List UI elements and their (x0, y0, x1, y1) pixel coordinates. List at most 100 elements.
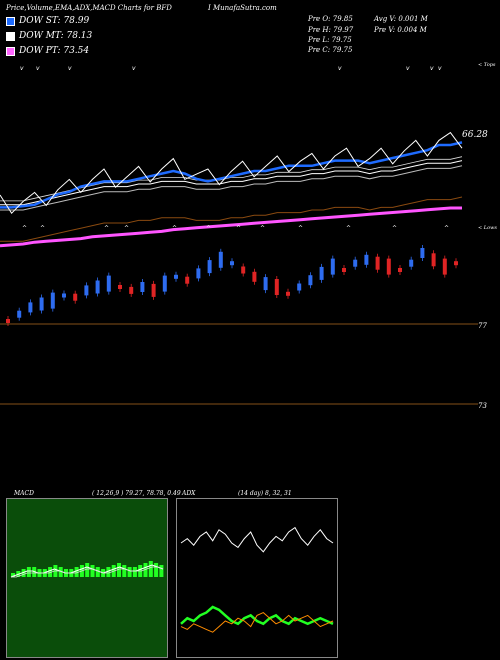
macd-hist-bar (127, 567, 132, 577)
candle-body (398, 268, 402, 272)
macd-chart (10, 561, 164, 578)
macd-hist-bar (106, 567, 111, 577)
macd-line (10, 564, 164, 578)
macd-panel (6, 498, 168, 658)
level-a-label: 77 (478, 322, 487, 330)
top-marker: v (430, 65, 434, 72)
candle-body (342, 268, 346, 272)
legend-mt-swatch (6, 31, 15, 41)
candle-body (207, 260, 212, 274)
candle-body (151, 283, 156, 297)
avg-volume: Avg V: 0.001 M (374, 15, 428, 23)
candle-body (308, 275, 313, 286)
tops-tag: < Tops (478, 62, 496, 68)
low-marker: ^ (392, 225, 397, 232)
macd-hist-bar (159, 565, 164, 577)
low-marker: ^ (22, 225, 27, 232)
legend-mt-label: DOW MT: 78.13 (19, 31, 93, 41)
level-b-label: 73 (478, 402, 487, 410)
candle-body (28, 302, 33, 313)
candle-body (252, 271, 257, 282)
macd-hist-bar (85, 563, 90, 577)
adx-line (180, 526, 334, 553)
ema-layer (0, 131, 463, 248)
prev-close: Pre C: 79.75 (308, 46, 353, 54)
candle-body (62, 293, 66, 298)
candle-body (106, 275, 111, 292)
ema-long-line (0, 196, 463, 242)
candle-body (375, 256, 380, 270)
candle-body (353, 259, 358, 267)
top-marker: v (36, 65, 40, 72)
candle-body (241, 266, 246, 274)
last-price-label: 66.28 (462, 130, 488, 140)
macd-hist-bar (132, 567, 137, 577)
adx-panel (176, 498, 338, 658)
adx-chart (180, 526, 334, 633)
candle-body (409, 259, 414, 267)
candle-body (263, 277, 268, 291)
candle-body (274, 279, 279, 295)
adx-params: (14 day) 8, 32, 31 (238, 490, 292, 497)
top-marker: v (338, 65, 342, 72)
low-marker: ^ (124, 225, 129, 232)
macd-hist-bar (11, 573, 15, 577)
legend-st-swatch (6, 16, 15, 26)
lows-tag: < Lows (478, 225, 497, 231)
marks-layer: v v v v v v v v^ ^ ^ ^ ^ ^ ^ ^ ^ ^ ^ ^ (0, 65, 478, 405)
top-marker: v (406, 65, 410, 72)
macd-hist-bar (90, 565, 95, 577)
low-marker: ^ (172, 225, 177, 232)
macd-hist-bar (154, 563, 159, 577)
low-marker: ^ (206, 225, 211, 232)
low-marker: ^ (104, 225, 109, 232)
candle-body (218, 251, 223, 268)
legend-st: DOW ST: 78.99 (6, 16, 89, 26)
legend-mt: DOW MT: 78.13 (6, 31, 92, 41)
macd-label: MACD (14, 490, 34, 497)
prev-high: Pre H: 79.97 (308, 26, 354, 34)
macd-params: ( 12,26,9 ) 79.27, 78.78, 0.49 (92, 490, 181, 497)
macd-hist-bar (74, 567, 79, 577)
candle-body (297, 283, 302, 291)
legend-pt-label: DOW PT: 73.54 (19, 46, 90, 56)
low-marker: ^ (260, 225, 265, 232)
candle-body (330, 258, 335, 275)
macd-signal-line (11, 566, 164, 578)
legend-st-label: DOW ST: 78.99 (19, 16, 90, 26)
low-marker: ^ (298, 225, 303, 232)
price-chart: v v v v v v v v^ ^ ^ ^ ^ ^ ^ ^ ^ ^ ^ ^ (0, 65, 478, 405)
candle-body (174, 274, 178, 279)
prev-volume: Pre V: 0.004 M (374, 26, 427, 34)
candle-body (196, 268, 201, 279)
top-marker: v (132, 65, 136, 72)
candle-body (364, 254, 369, 265)
legend-pt-swatch (6, 46, 15, 56)
candle-body (230, 261, 234, 266)
prev-open: Pre O: 79.85 (308, 15, 353, 23)
candle-body (286, 291, 290, 296)
candle-body (95, 280, 100, 294)
candle-body (420, 248, 425, 258)
adx-mdi-line (180, 612, 334, 633)
candle-body (73, 293, 78, 301)
top-marker: v (68, 65, 72, 72)
macd-hist-bar (58, 567, 63, 577)
macd-hist-bar (122, 565, 127, 577)
prev-low: Pre L: 79.75 (308, 36, 352, 44)
macd-hist-bar (148, 561, 153, 577)
candle-body (140, 282, 145, 292)
legend-pt: DOW PT: 73.54 (6, 46, 89, 56)
candle-body (386, 258, 391, 275)
top-marker: v (438, 65, 442, 72)
adx-pdi-line (180, 605, 334, 626)
candle-body (17, 310, 22, 318)
candle-body (6, 319, 10, 323)
macd-hist-bar (48, 567, 53, 577)
candle-body (118, 285, 122, 289)
macd-hist-bar (21, 569, 26, 577)
macd-hist-bar (117, 563, 121, 577)
adx-label: ADX (182, 490, 196, 497)
price-line (0, 131, 463, 214)
candle-body (442, 258, 447, 275)
